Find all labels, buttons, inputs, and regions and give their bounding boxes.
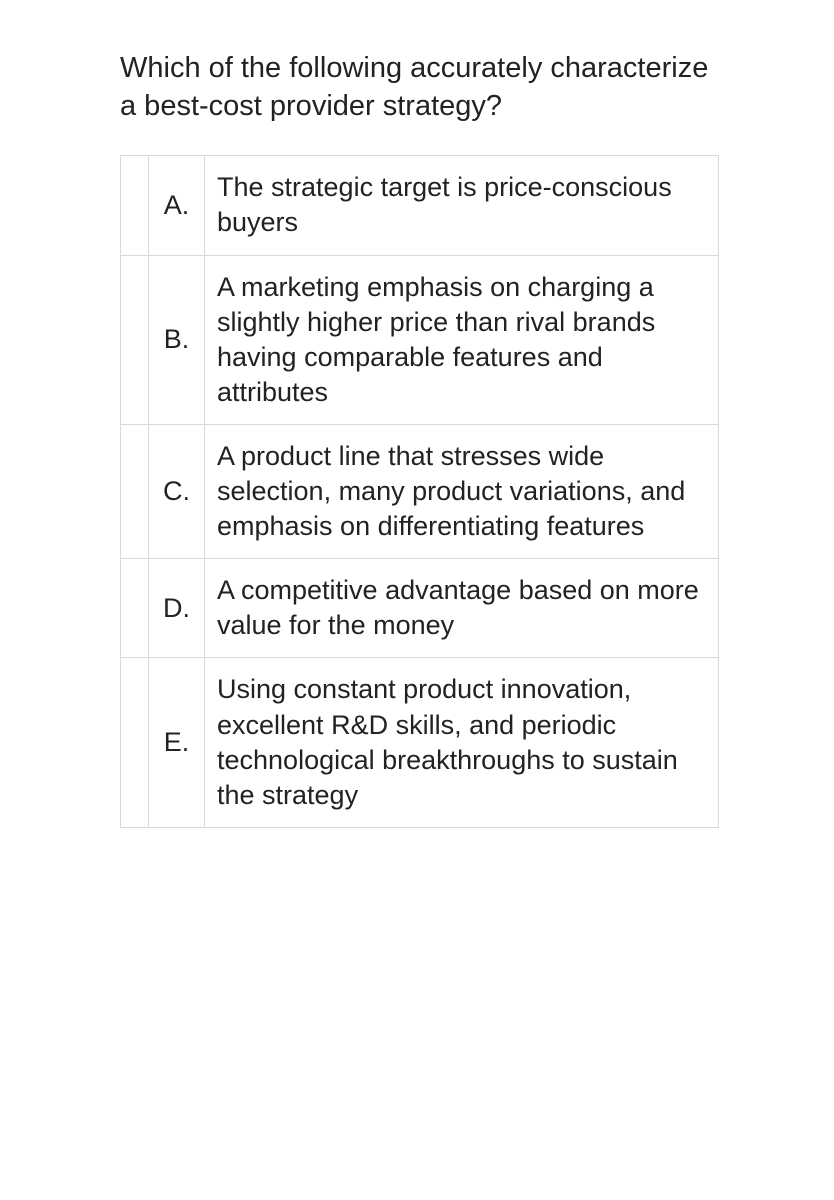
option-checkbox-cell[interactable] — [121, 156, 149, 255]
option-text: A product line that stresses wide select… — [205, 424, 719, 558]
option-text: The strategic target is price-conscious … — [205, 156, 719, 255]
option-checkbox-cell[interactable] — [121, 658, 149, 827]
option-text: Using constant product innovation, excel… — [205, 658, 719, 827]
option-letter: C. — [149, 424, 205, 558]
option-row[interactable]: C. A product line that stresses wide sel… — [121, 424, 719, 558]
question-text: Which of the following accurately charac… — [120, 50, 719, 125]
option-checkbox-cell[interactable] — [121, 559, 149, 658]
option-text: A competitive advantage based on more va… — [205, 559, 719, 658]
option-letter: D. — [149, 559, 205, 658]
option-row[interactable]: A. The strategic target is price-conscio… — [121, 156, 719, 255]
option-row[interactable]: B. A marketing emphasis on charging a sl… — [121, 255, 719, 424]
option-letter: B. — [149, 255, 205, 424]
question-page: Which of the following accurately charac… — [0, 0, 834, 868]
option-row[interactable]: D. A competitive advantage based on more… — [121, 559, 719, 658]
option-row[interactable]: E. Using constant product innovation, ex… — [121, 658, 719, 827]
option-checkbox-cell[interactable] — [121, 255, 149, 424]
option-checkbox-cell[interactable] — [121, 424, 149, 558]
option-letter: A. — [149, 156, 205, 255]
option-letter: E. — [149, 658, 205, 827]
options-table: A. The strategic target is price-conscio… — [120, 155, 719, 827]
option-text: A marketing emphasis on charging a sligh… — [205, 255, 719, 424]
